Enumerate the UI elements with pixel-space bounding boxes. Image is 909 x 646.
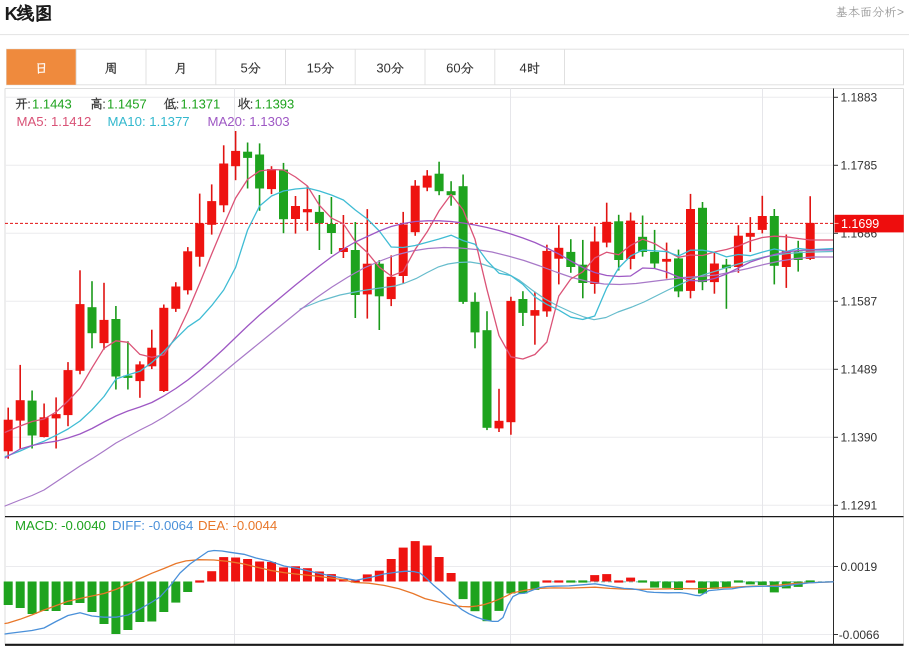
svg-text::: : — [27, 96, 31, 111]
svg-text:1.1291: 1.1291 — [841, 499, 878, 513]
svg-text::: : — [176, 96, 180, 111]
svg-text:K: K — [5, 3, 19, 24]
svg-text:1.1443: 1.1443 — [32, 96, 72, 111]
svg-text::: : — [250, 96, 254, 111]
svg-text:-0.0066: -0.0066 — [839, 628, 880, 642]
svg-text:30: 30 — [376, 61, 390, 76]
svg-text:0.0019: 0.0019 — [841, 560, 878, 574]
svg-text:1.1371: 1.1371 — [181, 96, 221, 111]
svg-text:1.1393: 1.1393 — [255, 96, 295, 111]
svg-text:60: 60 — [446, 61, 460, 76]
svg-text:1.1489: 1.1489 — [841, 363, 878, 377]
svg-text:MA10: 1.1377: MA10: 1.1377 — [108, 114, 190, 129]
svg-text:DEA: -0.0044: DEA: -0.0044 — [198, 518, 277, 533]
svg-text:1.1457: 1.1457 — [107, 96, 147, 111]
svg-text:15: 15 — [307, 61, 321, 76]
svg-text::: : — [102, 96, 106, 111]
svg-text:1.1883: 1.1883 — [841, 91, 878, 105]
svg-text:MA20: 1.1303: MA20: 1.1303 — [208, 114, 290, 129]
svg-text:DIFF: -0.0064: DIFF: -0.0064 — [112, 518, 193, 533]
svg-text:1.1390: 1.1390 — [841, 431, 878, 445]
svg-text:MACD: -0.0040: MACD: -0.0040 — [15, 518, 106, 533]
svg-text:1.1699: 1.1699 — [841, 217, 879, 231]
svg-text:5: 5 — [241, 61, 248, 76]
svg-text:MA5: 1.1412: MA5: 1.1412 — [17, 114, 92, 129]
svg-text:1.1587: 1.1587 — [841, 295, 878, 309]
svg-text:1.1785: 1.1785 — [841, 159, 878, 173]
svg-text:>: > — [897, 5, 904, 19]
svg-text:4: 4 — [520, 61, 527, 76]
